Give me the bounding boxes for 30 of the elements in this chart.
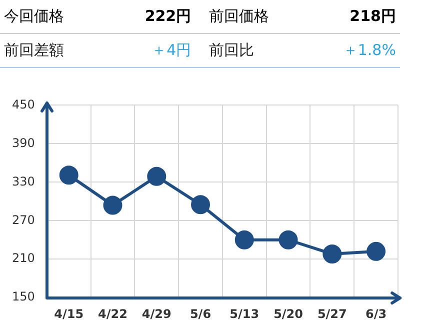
text: ＋1.8%: [342, 41, 397, 60]
y-tick-label: 270: [12, 212, 35, 227]
x-tick-label: 5/6: [190, 306, 212, 321]
text: 前回比: [208, 41, 255, 60]
y-tick-label: 150: [12, 290, 35, 304]
y-tick-label: 210: [12, 251, 35, 266]
point: [322, 244, 342, 264]
point: [147, 166, 166, 186]
x-tick-label: 4/29: [142, 306, 172, 321]
text: 今回価格: [3, 7, 65, 26]
text: 前回価格: [208, 7, 270, 26]
text: 前回差額: [3, 41, 65, 60]
y-tick-label: 390: [12, 136, 35, 150]
point: [103, 196, 122, 215]
point: [366, 242, 386, 261]
x-tick-label: 4/15: [54, 306, 84, 321]
point: [191, 195, 210, 214]
point: [234, 230, 254, 250]
x-tick-label: 5/27: [317, 306, 347, 321]
x-tick-label: 6/3: [366, 306, 387, 321]
point: [278, 230, 298, 250]
text: ＋4円: [150, 41, 192, 60]
y-tick-label: 330: [12, 174, 35, 188]
x-tick-label: 5/13: [230, 306, 260, 321]
text: 218円: [348, 7, 397, 26]
x-tick-label: 4/22: [98, 306, 128, 321]
x-tick-label: 5/20: [274, 306, 303, 321]
y-tick-label: 450: [12, 97, 35, 112]
text: 222円: [144, 7, 192, 26]
point: [59, 166, 78, 185]
